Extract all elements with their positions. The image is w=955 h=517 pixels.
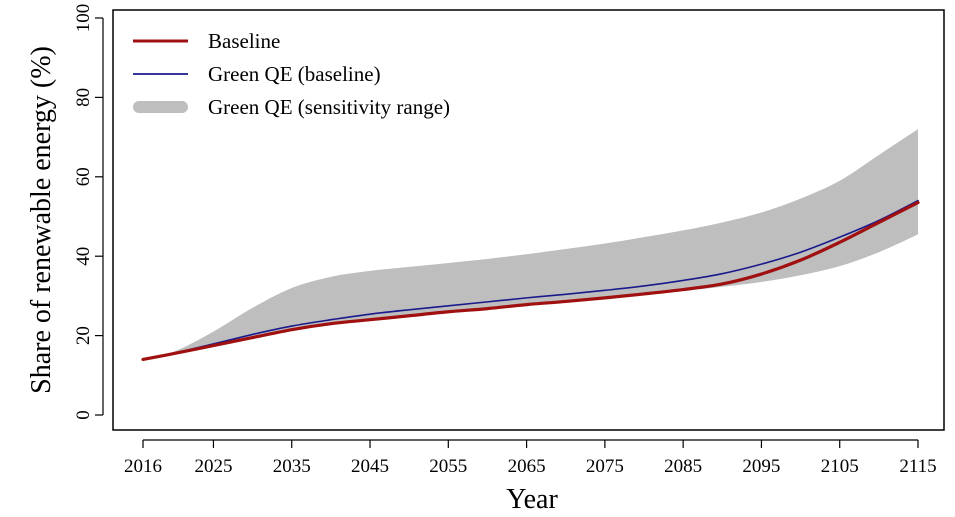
x-tick-label: 2085: [664, 456, 702, 477]
y-tick-label: 40: [73, 247, 94, 266]
baseline-line: [141, 201, 920, 362]
x-tick-label: 2045: [351, 456, 389, 477]
x-tick-label: 2105: [821, 456, 859, 477]
y-axis-title: Share of renewable energy (%): [26, 46, 57, 394]
x-tick-label: 2016: [124, 456, 162, 477]
x-tick-label: 2115: [899, 456, 936, 477]
x-tick-label: 2065: [508, 456, 546, 477]
x-axis: 2016 2025 2035 2045 2055 2065 2075 2085 2095 2105…: [124, 439, 937, 477]
x-tick-label: 2075: [586, 456, 624, 477]
y-tick-label: 60: [73, 167, 94, 186]
x-tick-label: 2055: [429, 456, 467, 477]
legend-label: Green QE (baseline): [208, 62, 381, 86]
green-qe-baseline-line: [142, 199, 919, 361]
series-lines-layer: [141, 199, 920, 362]
y-tick-label: 20: [73, 326, 94, 345]
y-axis: 0 20 40 60 80 100: [73, 4, 104, 420]
sensitivity-range-band: [143, 129, 918, 360]
x-tick-label: 2035: [273, 456, 311, 477]
y-tick-label: 0: [73, 410, 94, 420]
plot-frame: [112, 9, 945, 431]
legend-label: Green QE (sensitivity range): [208, 95, 450, 119]
legend: Baseline Green QE (baseline) Green QE (sen…: [133, 29, 450, 119]
x-tick-label: 2025: [194, 456, 232, 477]
x-tick-label: 2095: [742, 456, 780, 477]
y-tick-label: 100: [73, 4, 94, 33]
y-tick-label: 80: [73, 88, 94, 107]
x-axis-title: Year: [506, 484, 558, 515]
sensitivity-band-layer: [143, 129, 918, 360]
legend-label: Baseline: [208, 29, 280, 53]
